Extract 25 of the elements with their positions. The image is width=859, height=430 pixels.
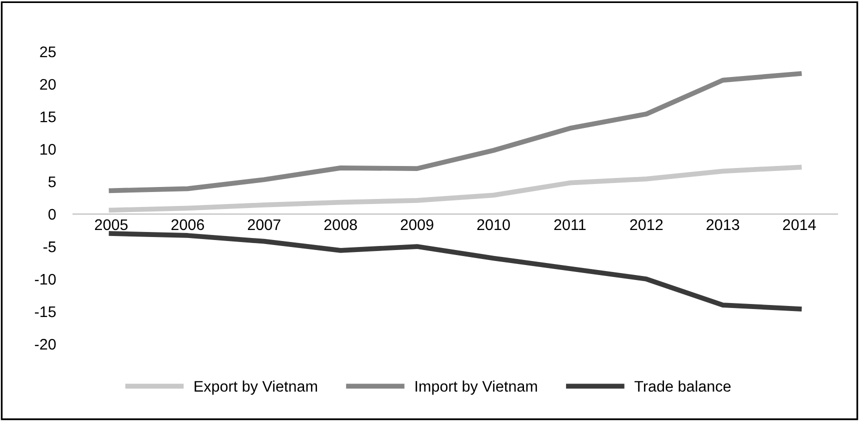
line-series (108, 71, 802, 194)
y-tick-label: 0 (48, 208, 56, 220)
x-tick-label: 2005 (95, 219, 128, 230)
x-tick-label: 2009 (400, 219, 434, 230)
x-tick-label: 2008 (324, 219, 357, 230)
x-tick-label: 2012 (630, 219, 663, 230)
x-tick-label: 2006 (171, 219, 204, 230)
y-tick-label: -5 (43, 242, 56, 252)
x-tick-label: 2007 (248, 219, 280, 230)
y-tick-label: 25 (40, 46, 56, 58)
y-tick-label: 5 (48, 176, 56, 188)
x-tick-label: 2010 (477, 219, 510, 230)
legend-label: Trade balance (634, 380, 731, 392)
x-tick-label: 2013 (706, 219, 740, 230)
y-tick-label: -15 (34, 306, 56, 318)
y-tick-label: 15 (40, 112, 56, 122)
x-tick-label: 2014 (783, 219, 816, 230)
line-series (108, 231, 802, 312)
y-tick-label: 10 (40, 144, 56, 155)
x-tick-label: 2011 (554, 219, 586, 230)
legend-label: Export by Vietnam (194, 380, 317, 395)
legend-label: Import by Vietnam (416, 380, 537, 395)
y-tick-label: -10 (34, 274, 56, 285)
y-tick-label: -20 (34, 338, 56, 350)
y-tick-label: 20 (40, 78, 56, 90)
